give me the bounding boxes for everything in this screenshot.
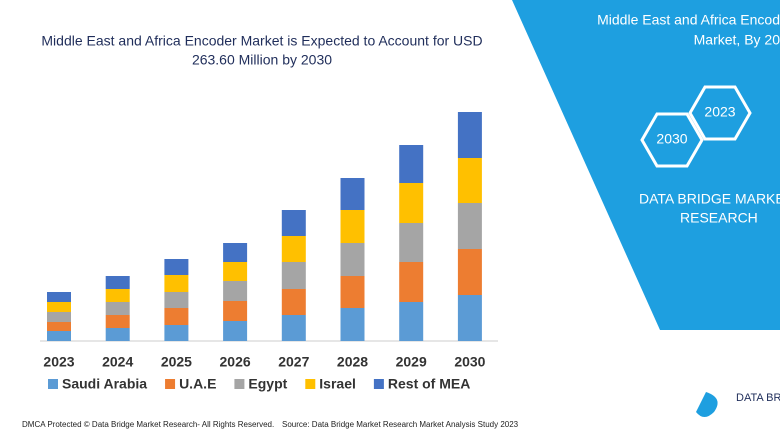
bar-segment (164, 259, 189, 275)
bar-segment (223, 262, 248, 281)
bar-segment (105, 289, 130, 302)
legend-label: Israel (319, 376, 356, 392)
bar-segment (105, 328, 130, 341)
bar-segment (47, 292, 71, 302)
bar-segment (281, 315, 306, 341)
brand-text: RESEARCH (680, 210, 758, 226)
bar-segment (47, 322, 71, 331)
legend-label: Saudi Arabia (62, 376, 147, 392)
hexagon-label: 2030 (656, 131, 687, 147)
bar-segment (457, 112, 482, 158)
panel-title: Middle East and Africa Encod (597, 12, 780, 28)
bar-segment (281, 262, 306, 289)
legend-label: Rest of MEA (388, 376, 470, 392)
bar-segment (47, 302, 71, 312)
bar-segment (340, 210, 365, 243)
bar-segment (164, 275, 189, 292)
x-tick-label: 2029 (396, 354, 427, 370)
bar-segment (457, 158, 482, 203)
bar-segment (223, 301, 248, 321)
hexagon (640, 112, 704, 168)
bar-segment (399, 223, 424, 262)
bar-segment (399, 145, 424, 183)
bar-segment (399, 262, 424, 302)
footer-right: Source: Data Bridge Market Research Mark… (282, 420, 519, 429)
x-tick-label: 2023 (43, 354, 74, 370)
blue-panel (512, 0, 780, 330)
logo-text: DATA BRI (736, 392, 780, 404)
x-tick-label: 2030 (454, 354, 485, 370)
bar-segment (164, 292, 189, 308)
bar-segment (457, 203, 482, 249)
x-tick-label: 2026 (220, 354, 251, 370)
bar-segment (281, 236, 306, 262)
legend-swatch (305, 379, 316, 389)
bar-segment (105, 276, 130, 289)
bar-segment (399, 183, 424, 223)
legend-swatch (48, 379, 58, 389)
logo-icon (696, 392, 718, 417)
bar-segment (340, 178, 365, 210)
chart-subtitle: 263.60 Million by 2030 (192, 52, 332, 68)
bar-segment (223, 243, 248, 262)
legend-swatch (234, 379, 245, 389)
x-tick-label: 2028 (337, 354, 368, 370)
bar-segment (223, 281, 248, 301)
bar-segment (340, 276, 365, 308)
x-tick-label: 2027 (278, 354, 309, 370)
panel-title: Market, By 20 (694, 32, 780, 48)
x-tick-label: 2025 (161, 354, 192, 370)
x-tick-label: 2024 (102, 354, 133, 370)
bar-segment (457, 295, 482, 341)
footer-left: DMCA Protected © Data Bridge Market Rese… (22, 420, 274, 429)
bar-segment (223, 321, 248, 341)
legend-swatch (165, 379, 176, 389)
bar-segment (399, 302, 424, 341)
bar-segment (47, 312, 71, 322)
bar-segment (164, 325, 189, 341)
brand-text: DATA BRIDGE MARKE (639, 191, 780, 207)
bar-segment (47, 331, 71, 341)
bar-segment (457, 249, 482, 295)
legend-label: Egypt (248, 376, 287, 392)
bar-segment (105, 302, 130, 315)
bar-segment (340, 243, 365, 276)
bar-segment (340, 308, 365, 341)
bar-segment (281, 289, 306, 315)
bar-segment (164, 308, 189, 325)
bar-segment (281, 210, 306, 236)
chart-title: Middle East and Africa Encoder Market is… (41, 33, 482, 49)
legend-swatch (373, 379, 384, 389)
hexagon (688, 85, 752, 141)
legend-label: U.A.E (179, 376, 216, 392)
bar-segment (105, 315, 130, 328)
hexagon-label: 2023 (704, 104, 735, 120)
